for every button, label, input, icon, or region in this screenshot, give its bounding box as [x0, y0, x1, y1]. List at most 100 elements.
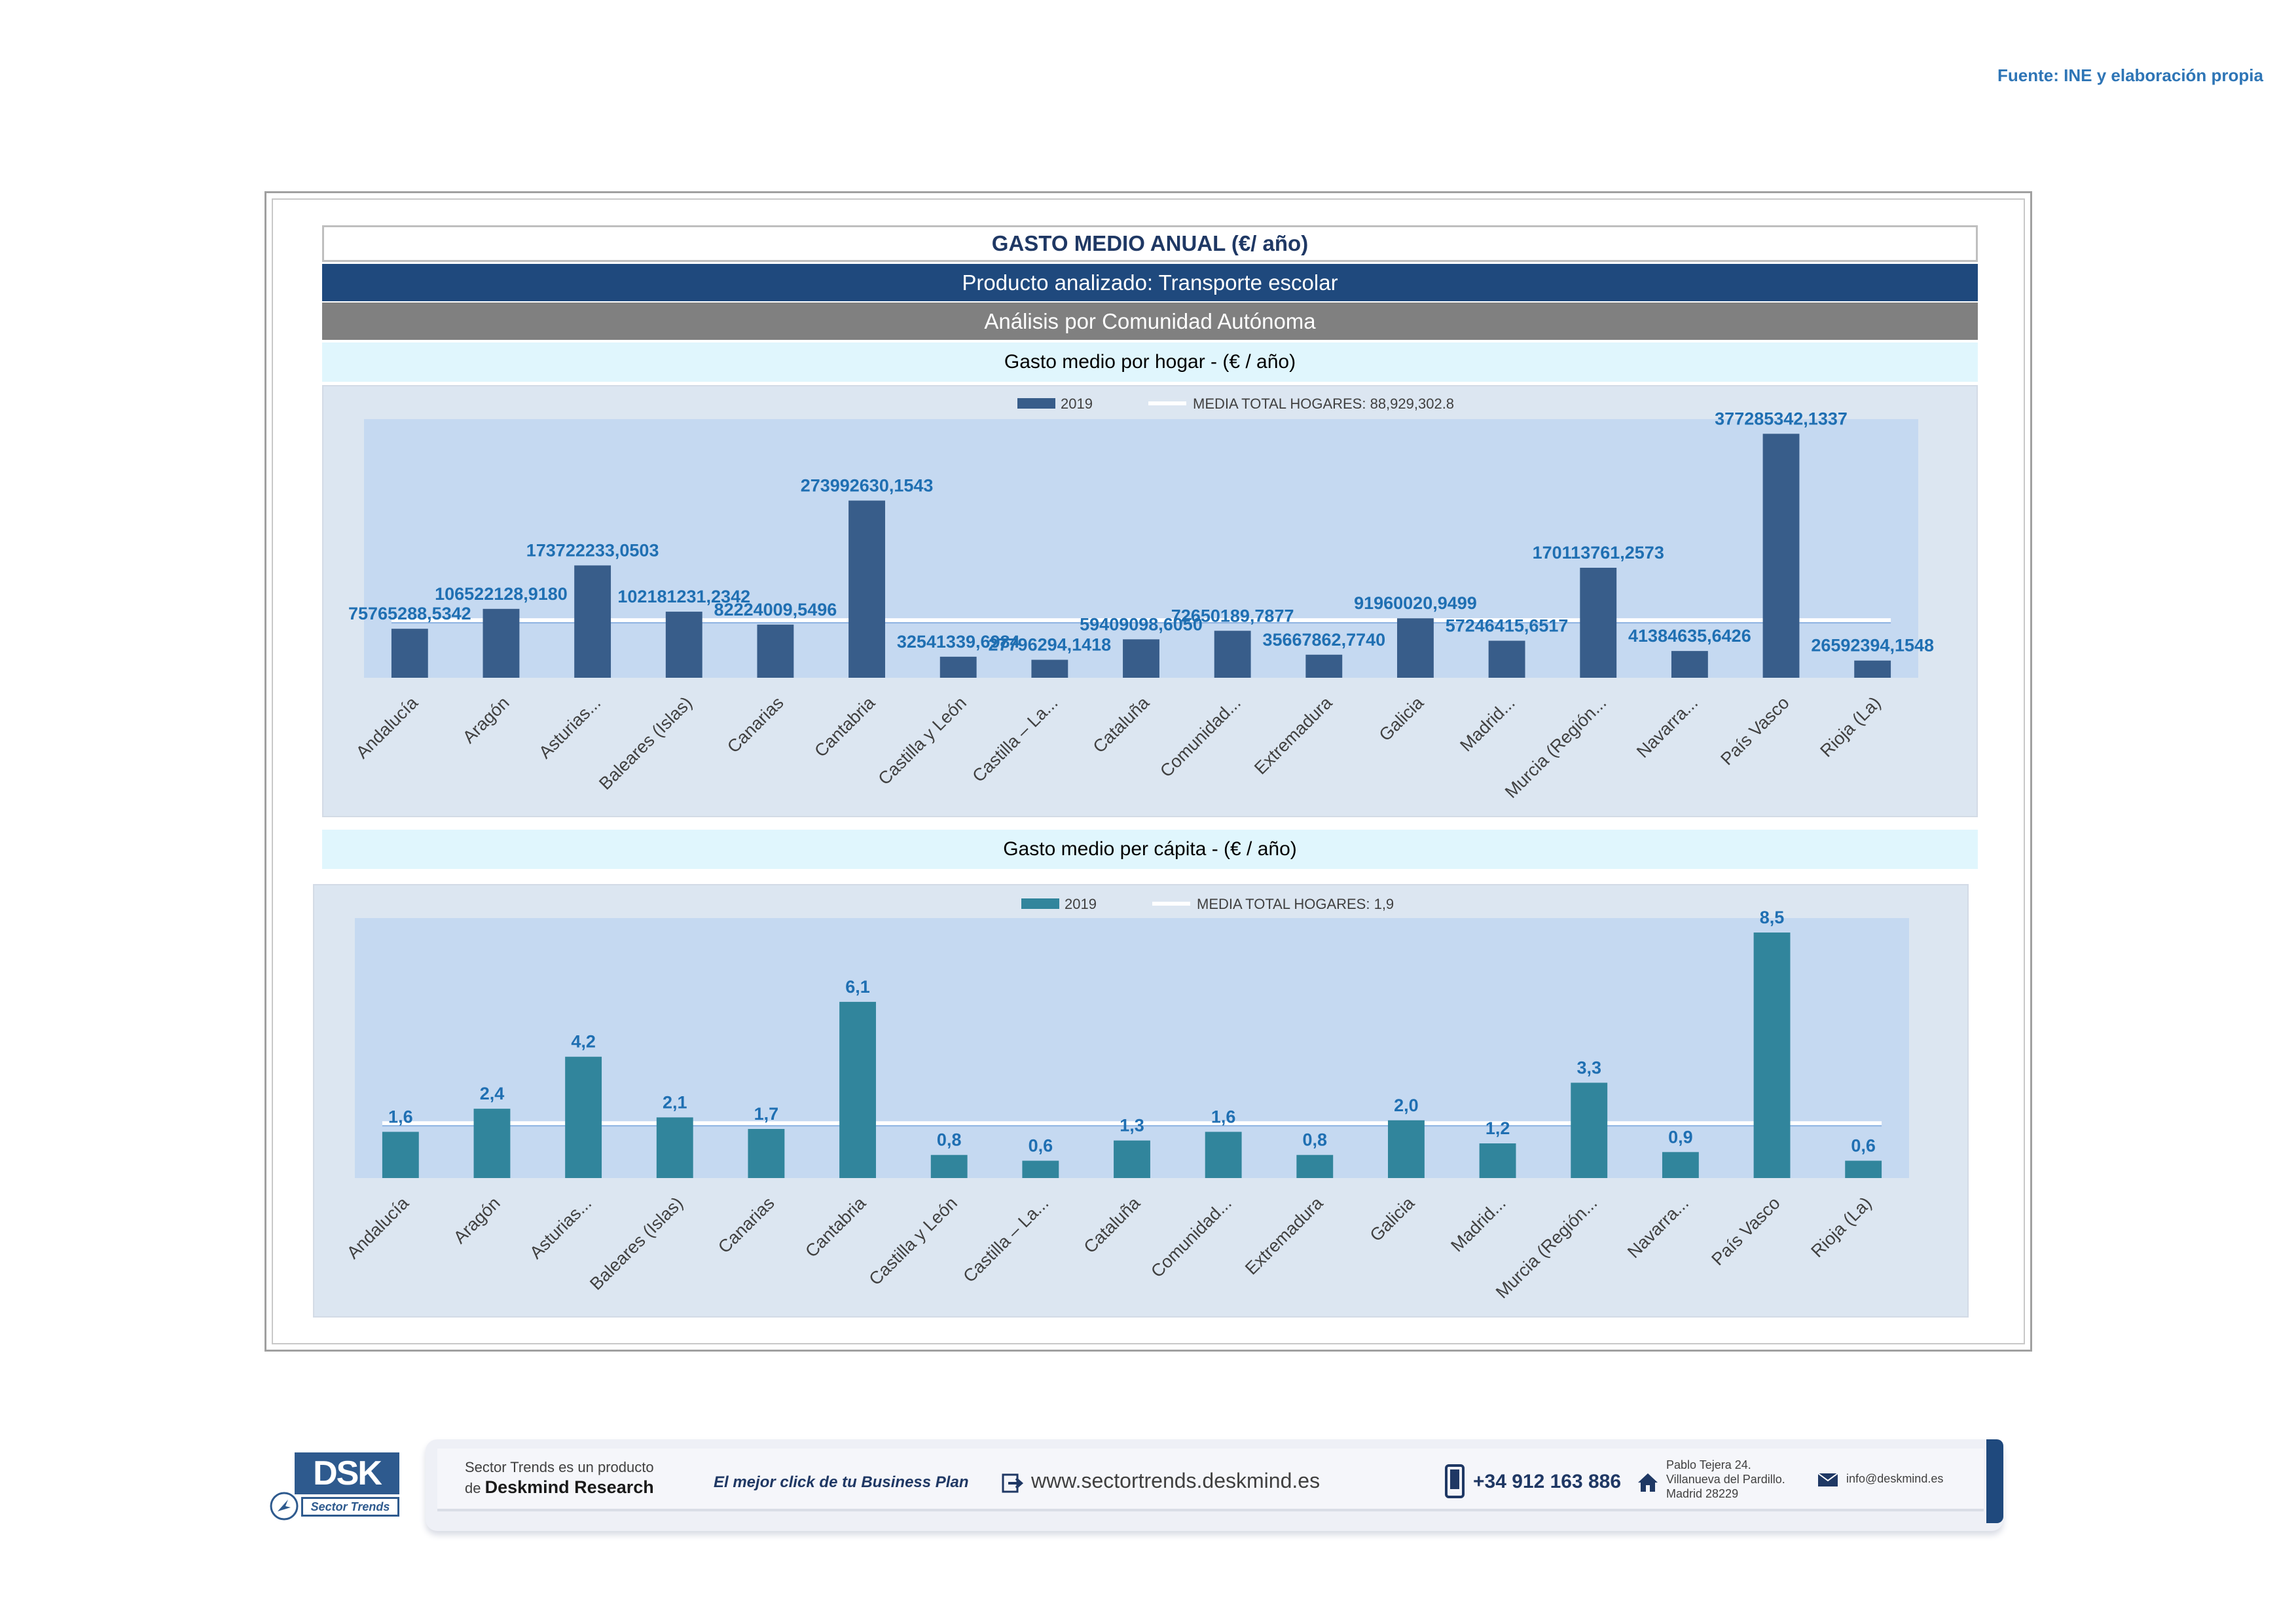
website-link[interactable]: www.sectortrends.deskmind.es — [1031, 1469, 1321, 1492]
address: Pablo Tejera 24. Villanueva del Pardillo… — [1666, 1458, 1785, 1501]
data-label-9: 1,3 — [1120, 1116, 1144, 1135]
data-label-16: 377285342,1337 — [1715, 409, 1848, 428]
tick-label-16: País Vasco — [1717, 693, 1793, 769]
tick-label-5: Canarias — [714, 1193, 778, 1257]
chart-percapita-panel: 2019 MEDIA TOTAL HOGARES: 1,9 1,6 Andalucía… — [313, 884, 1969, 1318]
data-label-4: 102181231,2342 — [617, 587, 750, 606]
tick-label-2: Aragón — [450, 1193, 504, 1247]
chart-household-panel: 2019 MEDIA TOTAL HOGARES: 88,929,302.8 757… — [322, 385, 1978, 817]
bar-11 — [1305, 654, 1343, 678]
bar-5 — [748, 1129, 785, 1178]
tick-label-15: Navarra... — [1624, 1193, 1692, 1262]
bar-9 — [1114, 1140, 1150, 1178]
data-label-1: 1,6 — [388, 1107, 413, 1126]
bar-14 — [1571, 1082, 1608, 1178]
bar-16 — [1762, 434, 1800, 678]
tick-label-13: Madrid... — [1447, 1193, 1509, 1255]
tick-label-17: Rioja (La) — [1816, 693, 1884, 761]
tick-label-4: Baleares (Islas) — [586, 1193, 687, 1294]
phone-number[interactable]: +34 912 163 886 — [1473, 1471, 1622, 1492]
address-line-1: Pablo Tejera 24. — [1666, 1458, 1751, 1471]
data-label-16: 8,5 — [1760, 908, 1785, 927]
bar-7 — [930, 1154, 968, 1178]
legend-mean-label: MEDIA TOTAL HOGARES: 1,9 — [1197, 896, 1394, 912]
contact-banner: Sector Trends es un producto de Deskmind… — [426, 1439, 2003, 1531]
source-note: Fuente: INE y elaboración propia — [1997, 65, 2263, 85]
tick-label-12: Galicia — [1376, 692, 1428, 745]
tick-label-1: Andalucía — [352, 692, 422, 762]
data-label-2: 2,4 — [480, 1084, 505, 1103]
data-label-5: 82224009,5496 — [714, 600, 837, 619]
address-line-2: Villanueva del Pardillo. — [1666, 1473, 1785, 1486]
chart-household: 2019 MEDIA TOTAL HOGARES: 88,929,302.8 757… — [348, 396, 1934, 802]
bar-6 — [839, 1001, 876, 1178]
bar-4 — [656, 1117, 693, 1178]
data-label-12: 91960020,9499 — [1354, 593, 1477, 613]
tick-label-9: Cataluña — [1089, 692, 1154, 756]
phone-icon — [1445, 1464, 1465, 1498]
tick-label-6: Cantabria — [811, 692, 879, 761]
bar-1 — [382, 1132, 419, 1178]
data-label-14: 170113761,2573 — [1533, 543, 1664, 563]
bar-8 — [1022, 1160, 1059, 1178]
data-label-11: 0,8 — [1303, 1130, 1328, 1150]
email-link[interactable]: info@deskmind.es — [1846, 1472, 1944, 1485]
legend-mean-label: MEDIA TOTAL HOGARES: 88,929,302.8 — [1193, 396, 1454, 412]
tick-label-13: Madrid... — [1456, 693, 1518, 755]
data-label-14: 3,3 — [1576, 1058, 1601, 1077]
legend: 2019 MEDIA TOTAL HOGARES: 88,929,302.8 — [1017, 396, 1454, 412]
data-label-11: 35667862,7740 — [1262, 630, 1385, 650]
bar-10 — [1214, 631, 1251, 678]
data-label-9: 59409098,6050 — [1080, 614, 1203, 634]
tick-label-16: País Vasco — [1707, 1193, 1783, 1269]
bar-6 — [848, 500, 885, 678]
tick-label-15: Navarra... — [1633, 693, 1702, 762]
data-label-10: 72650189,7877 — [1171, 606, 1294, 625]
bar-8 — [1031, 659, 1068, 678]
bar-1 — [391, 629, 428, 678]
bar-15 — [1662, 1152, 1699, 1178]
bar-2 — [483, 608, 520, 678]
bar-12 — [1388, 1120, 1425, 1178]
bar-5 — [757, 624, 794, 678]
tick-label-12: Galicia — [1366, 1192, 1419, 1245]
tick-label-10: Comunidad... — [1156, 693, 1245, 781]
data-label-3: 173722233,0503 — [526, 540, 659, 560]
tick-label-1: Andalucía — [343, 1192, 413, 1263]
data-label-8: 27796294,1418 — [989, 635, 1112, 655]
tick-label-6: Cantabria — [801, 1192, 870, 1261]
tick-label-7: Castilla y León — [875, 693, 970, 788]
tick-label-14: Murcia (Región... — [1501, 693, 1611, 802]
data-label-5: 1,7 — [754, 1104, 779, 1124]
plot-area — [364, 419, 1918, 678]
data-label-10: 1,6 — [1211, 1107, 1236, 1126]
data-label-8: 0,6 — [1029, 1136, 1053, 1156]
link-arrow-icon — [1002, 1473, 1024, 1493]
legend-series-label: 2019 — [1061, 396, 1093, 412]
tick-label-3: Asturias... — [526, 1193, 595, 1263]
cursor-arrow-icon — [270, 1492, 299, 1521]
brand-name: Deskmind Research — [484, 1477, 654, 1497]
report-frame — [264, 191, 2032, 1352]
data-label-3: 4,2 — [571, 1032, 596, 1052]
legend-series-swatch — [1021, 898, 1059, 909]
tick-label-7: Castilla y León — [866, 1193, 961, 1289]
bar-17 — [1845, 1160, 1882, 1178]
tick-label-8: Castilla – La... — [959, 1193, 1052, 1286]
tick-label-5: Canarias — [723, 693, 788, 757]
product-line-1: Sector Trends es un producto — [465, 1459, 654, 1475]
data-label-12: 2,0 — [1394, 1096, 1419, 1115]
product-banner: Producto analizado: Transporte escolar — [322, 264, 1978, 301]
legend: 2019 MEDIA TOTAL HOGARES: 1,9 — [1021, 896, 1394, 912]
bar-11 — [1296, 1154, 1334, 1178]
bar-13 — [1479, 1143, 1516, 1178]
bar-12 — [1397, 618, 1434, 678]
mail-icon — [1817, 1473, 1838, 1486]
address-line-3: Madrid 28229 — [1666, 1487, 1739, 1500]
tick-label-4: Baleares (Islas) — [595, 693, 696, 794]
data-label-1: 75765288,5342 — [348, 604, 471, 623]
plot-area — [355, 918, 1909, 1178]
data-label-15: 0,9 — [1668, 1127, 1693, 1147]
report-title: GASTO MEDIO ANUAL (€/ año) — [322, 225, 1978, 262]
tick-label-2: Aragón — [459, 693, 513, 747]
